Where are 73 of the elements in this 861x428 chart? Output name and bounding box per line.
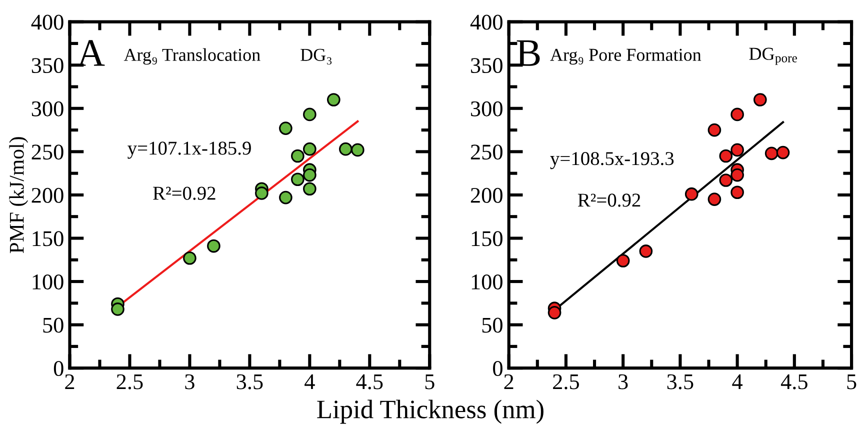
x-tick-label: 4.5: [780, 374, 808, 390]
x-tick-label: 2.5: [116, 374, 143, 390]
y-tick-label: 150: [472, 231, 502, 246]
y-tick-label: 300: [32, 101, 64, 116]
y-tick-label: 250: [32, 144, 64, 160]
y-tick-label: 400: [31, 14, 64, 30]
y-tick-label: 300: [471, 101, 502, 116]
annotation: DG₃: [300, 48, 332, 65]
point: [719, 149, 733, 163]
y-tick-label: 350: [32, 58, 64, 74]
y-tick-label: 150: [32, 231, 64, 246]
x-tick-label: 3: [618, 374, 628, 390]
point: [684, 187, 698, 201]
x-tick-label: 4.5: [356, 374, 383, 390]
point: [548, 306, 562, 320]
annotation: DG$_{pore}$: [749, 48, 797, 65]
point: [291, 149, 304, 163]
point: [730, 168, 744, 182]
point: [291, 172, 304, 186]
annotation: Arg₉ Pore Formation: [550, 48, 702, 65]
point: [183, 251, 196, 265]
y-tick-label: 0: [493, 361, 502, 376]
point: [719, 174, 733, 187]
point: [338, 142, 352, 156]
point: [279, 190, 292, 204]
point: [255, 186, 268, 200]
point: [730, 108, 744, 122]
point: [730, 143, 744, 157]
y-tick-label: 250: [470, 144, 502, 160]
point: [616, 254, 630, 268]
point: [303, 168, 316, 182]
x-tick-label: 4: [732, 374, 743, 390]
point: [111, 302, 124, 316]
y-tick-label: 50: [43, 318, 64, 333]
x-tick-label: 3: [185, 374, 194, 390]
point: [730, 186, 744, 200]
point: [303, 182, 316, 196]
y-tick-label: 400: [470, 14, 502, 30]
y-tick-label: 0: [54, 361, 64, 376]
point: [708, 123, 722, 137]
point: [764, 146, 778, 160]
point: [207, 239, 220, 253]
x-tick-label: 2: [504, 374, 514, 390]
annotation: B: [516, 40, 540, 66]
annotation: y=108.5x-193.3: [550, 152, 674, 170]
y-tick-label: 50: [482, 318, 502, 333]
point: [279, 122, 292, 135]
y-tick-label: 350: [471, 58, 502, 74]
x-tick-label: 5: [847, 374, 856, 390]
annotation: R²=0.92: [153, 186, 216, 200]
annotation: R²=0.92: [578, 194, 640, 207]
annotation: Arg₉ Translocation: [124, 48, 260, 65]
point: [753, 93, 767, 106]
y-tick-label: 200: [32, 188, 64, 203]
x-tick-label: 2: [65, 374, 74, 390]
point: [639, 244, 653, 258]
point: [350, 143, 364, 157]
y-tick-label: 100: [32, 274, 64, 290]
point: [303, 108, 316, 122]
x-tick-label: 4: [304, 374, 315, 390]
annotation: y=107.1x-185.9: [128, 142, 251, 159]
y-tick-label: 100: [472, 274, 502, 290]
point: [708, 192, 722, 206]
x-tick-label: 3.5: [236, 374, 263, 390]
x-tick-label: 3.5: [667, 374, 694, 390]
x-tick-label: 5: [425, 374, 434, 390]
x-tick-label: 2.5: [553, 374, 579, 390]
y-axis-title: PMF (kJ/mol): [9, 137, 28, 254]
point: [776, 146, 790, 160]
y-tick-label: 200: [470, 188, 502, 203]
point: [327, 93, 340, 106]
point: [303, 142, 316, 156]
x-axis-title: Lipid Thickness (nm): [317, 400, 544, 424]
